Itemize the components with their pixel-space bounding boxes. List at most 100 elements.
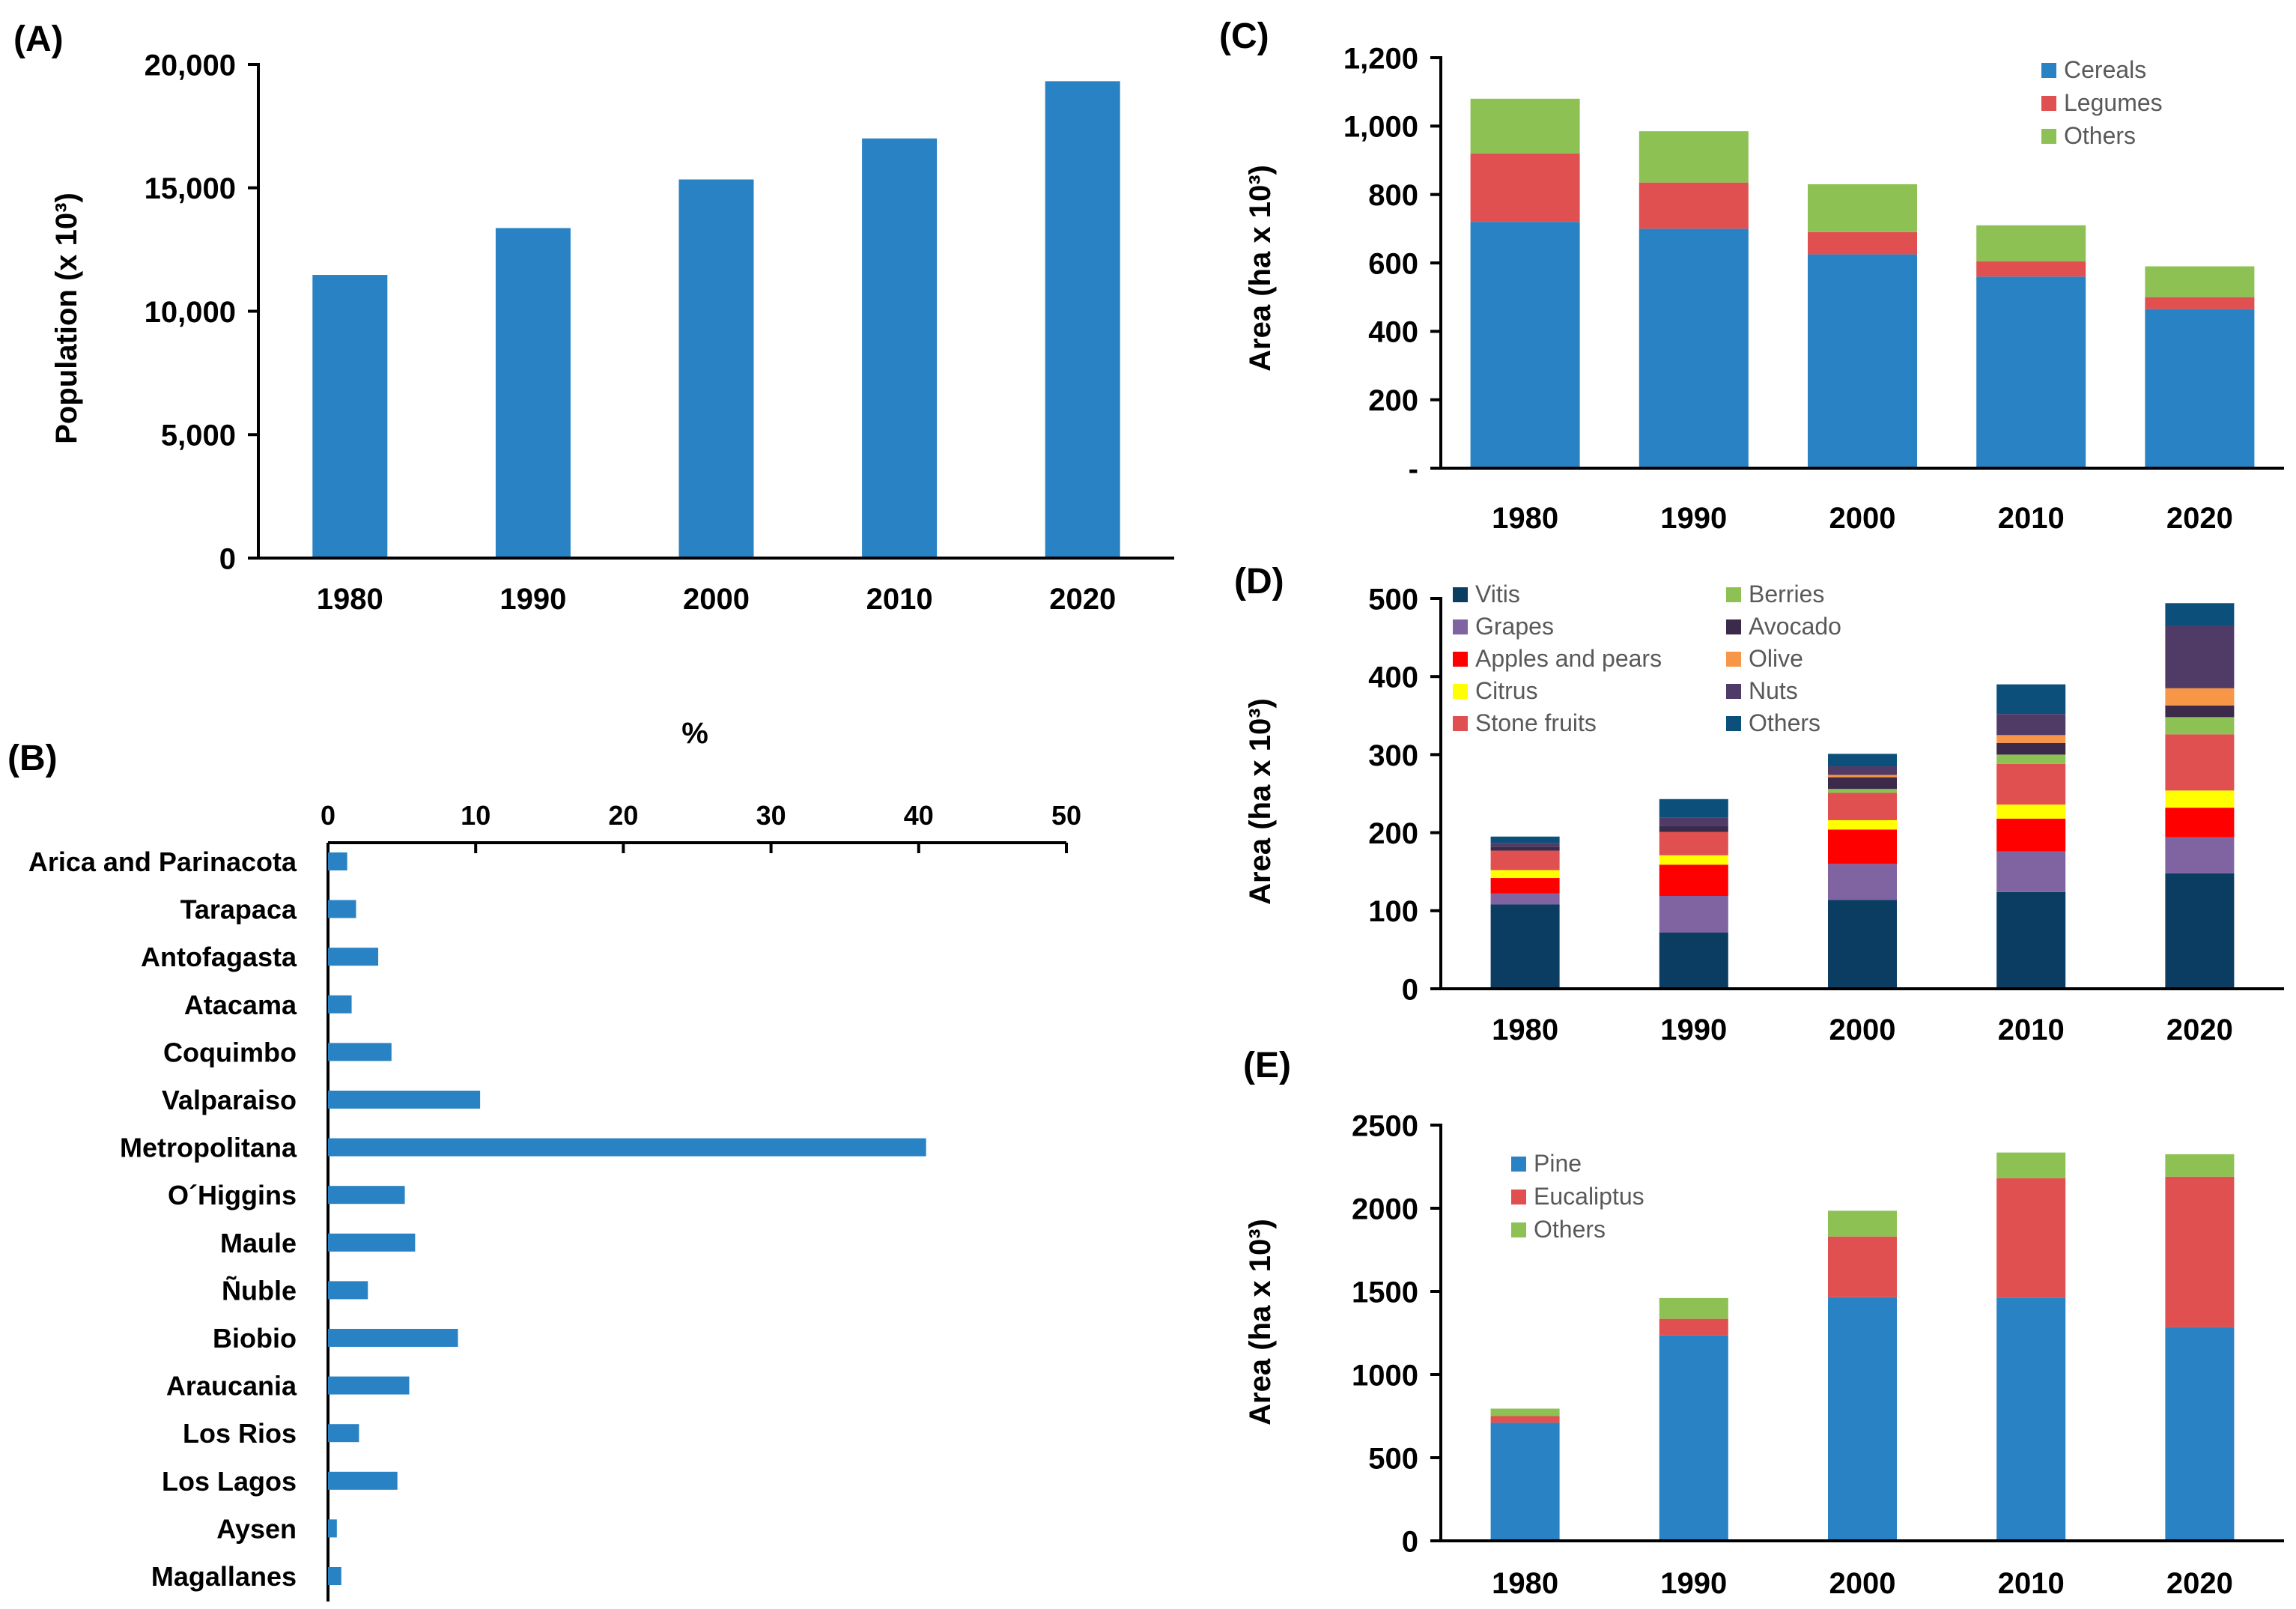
- x-tick-label-d-2000: 2000: [1829, 1013, 1896, 1046]
- category-label-b-atacama: Atacama: [184, 990, 297, 1020]
- bar-a-2000-value: [678, 179, 754, 558]
- legend-swatch-d-others: [1726, 716, 1741, 731]
- y-tick-label-a-1: 5,000: [161, 419, 236, 452]
- bar-a-2020-value: [1045, 81, 1120, 558]
- category-label-b-maule: Maule: [220, 1228, 297, 1258]
- y-tick-label-c-5: 1,000: [1343, 111, 1418, 144]
- bar-e-2010-pine: [1996, 1297, 2066, 1541]
- y-tick-label-e-4: 2000: [1352, 1193, 1418, 1225]
- panel-label-c: (C): [1219, 16, 1269, 56]
- legend-label-d-berries: Berries: [1749, 581, 1824, 607]
- chart-e-forest: (E) Area (ha x 10³) 1980 1990 2000 2010 2020…: [1243, 1046, 2284, 1600]
- legend-label-e-others: Others: [1534, 1216, 1606, 1243]
- bar-d-2010-stone-fruits: [1996, 763, 2066, 805]
- category-label-b-antofagasta: Antofagasta: [141, 942, 297, 972]
- bar-c-1990-legumes: [1639, 182, 1749, 229]
- y-tick-label-c-6: 1,200: [1343, 42, 1418, 75]
- bar-c-1990-others: [1639, 131, 1749, 183]
- bar-d-2010-berries: [1996, 754, 2066, 764]
- bar-d-1980-grapes: [1490, 893, 1560, 905]
- x-tick-label-c-2020: 2020: [2166, 502, 2233, 535]
- bar-d-1990-avocado: [1659, 825, 1728, 832]
- x-tick-label-a-2020: 2020: [1049, 583, 1116, 616]
- bar-d-2000-citrus: [1828, 819, 1897, 830]
- y-tick-label-e-3: 1500: [1352, 1276, 1418, 1309]
- chart-b-regions: (B) % 0 10 20 30 40 50 Arica and Parinacota Tar…: [7, 717, 1081, 1602]
- bar-d-1980-citrus: [1490, 870, 1560, 879]
- legend-swatch-c-cereals: [2041, 63, 2056, 78]
- bar-b-los-rios: [328, 1424, 359, 1443]
- bar-d-1990-vitis: [1659, 932, 1728, 989]
- category-label-b-valparaiso: Valparaiso: [162, 1085, 297, 1115]
- bar-d-2000-berries: [1828, 789, 1897, 793]
- y-tick-label-c-1: 200: [1368, 384, 1418, 417]
- legend-swatch-d-avocado: [1726, 619, 1741, 634]
- bar-d-2010-citrus: [1996, 804, 2066, 819]
- bar-d-1980-nuts: [1490, 843, 1560, 847]
- y-tick-label-d-3: 300: [1368, 739, 1418, 772]
- y-tick-label-d-1: 100: [1368, 895, 1418, 928]
- bar-d-2010-olive: [1996, 735, 2066, 743]
- legend-label-d-apples-and-pears: Apples and pears: [1475, 645, 1662, 672]
- x-tick-label-c-2010: 2010: [1998, 502, 2065, 535]
- bar-d-1990-apples-and-pears: [1659, 864, 1728, 897]
- x-tick-label-b-5: 50: [1051, 800, 1081, 831]
- bar-d-2020-grapes: [2165, 837, 2235, 873]
- category-label-b-metropolitana: Metropolitana: [120, 1133, 297, 1163]
- bar-d-2010-avocado: [1996, 742, 2066, 755]
- bar-b-arica-and-parinacota: [328, 852, 347, 870]
- x-tick-label-a-1990: 1990: [499, 583, 566, 616]
- bar-d-1980-vitis: [1490, 904, 1560, 989]
- bar-c-1990-cereals: [1639, 228, 1749, 468]
- x-tick-label-d-2010: 2010: [1998, 1013, 2065, 1046]
- legend-label-d-others: Others: [1749, 709, 1820, 736]
- legend-label-d-nuts: Nuts: [1749, 677, 1798, 704]
- bar-a-1980-value: [312, 275, 388, 558]
- bar-d-1990-citrus: [1659, 855, 1728, 865]
- chart-c-crops: (C) Area (ha x 10³) 1980 1990 2000 2010 2020…: [1219, 16, 2284, 535]
- bar-d-2020-citrus: [2165, 790, 2235, 808]
- category-label-b-o-higgins: O´Higgins: [168, 1180, 297, 1210]
- bar-d-2020-berries: [2165, 717, 2235, 735]
- bar-d-2020-others: [2165, 603, 2235, 626]
- y-tick-label-c-2: 400: [1368, 316, 1418, 349]
- y-tick-label-a-3: 15,000: [145, 172, 236, 205]
- bar-d-2020-olive: [2165, 688, 2235, 706]
- bar-e-1980-eucaliptus: [1490, 1416, 1560, 1423]
- bar-d-2010-nuts: [1996, 714, 2066, 736]
- bar-b--uble: [328, 1281, 368, 1300]
- bar-d-2000-vitis: [1828, 900, 1897, 989]
- bar-e-2000-others: [1828, 1210, 1897, 1237]
- x-tick-label-a-1980: 1980: [317, 583, 383, 616]
- category-label-b-aysen: Aysen: [216, 1513, 297, 1544]
- bar-d-1990-nuts: [1659, 817, 1728, 826]
- bar-d-2020-apples-and-pears: [2165, 807, 2235, 837]
- bar-b-araucania: [328, 1376, 410, 1395]
- legend-swatch-d-apples-and-pears: [1453, 652, 1468, 667]
- category-label-b-tarapaca: Tarapaca: [180, 894, 297, 925]
- x-tick-label-e-1990: 1990: [1660, 1567, 1727, 1600]
- bar-c-1980-cereals: [1470, 222, 1580, 468]
- bar-c-1980-legumes: [1470, 153, 1580, 222]
- bar-d-2020-stone-fruits: [2165, 734, 2235, 791]
- legend-swatch-d-grapes: [1453, 619, 1468, 634]
- legend-label-d-stone-fruits: Stone fruits: [1475, 709, 1597, 736]
- x-tick-label-b-1: 10: [461, 800, 491, 831]
- legend-swatch-d-nuts: [1726, 684, 1741, 699]
- legend-swatch-e-eucaliptus: [1511, 1190, 1526, 1205]
- legend-swatch-c-legumes: [2041, 96, 2056, 111]
- panel-label-a: (A): [13, 19, 64, 59]
- legend-swatch-e-others: [1511, 1222, 1526, 1237]
- category-label-b-coquimbo: Coquimbo: [163, 1037, 297, 1067]
- bar-b-atacama: [328, 995, 352, 1013]
- bar-b-o-higgins: [328, 1186, 405, 1205]
- bar-e-1990-eucaliptus: [1659, 1318, 1728, 1336]
- y-tick-label-e-2: 1000: [1352, 1359, 1418, 1392]
- panel-label-d: (D): [1234, 562, 1284, 602]
- bar-d-2020-nuts: [2165, 625, 2235, 688]
- x-tick-label-b-2: 20: [608, 800, 638, 831]
- legend-label-d-grapes: Grapes: [1475, 613, 1554, 640]
- bar-d-2000-avocado: [1828, 777, 1897, 790]
- bar-d-1980-others: [1490, 836, 1560, 843]
